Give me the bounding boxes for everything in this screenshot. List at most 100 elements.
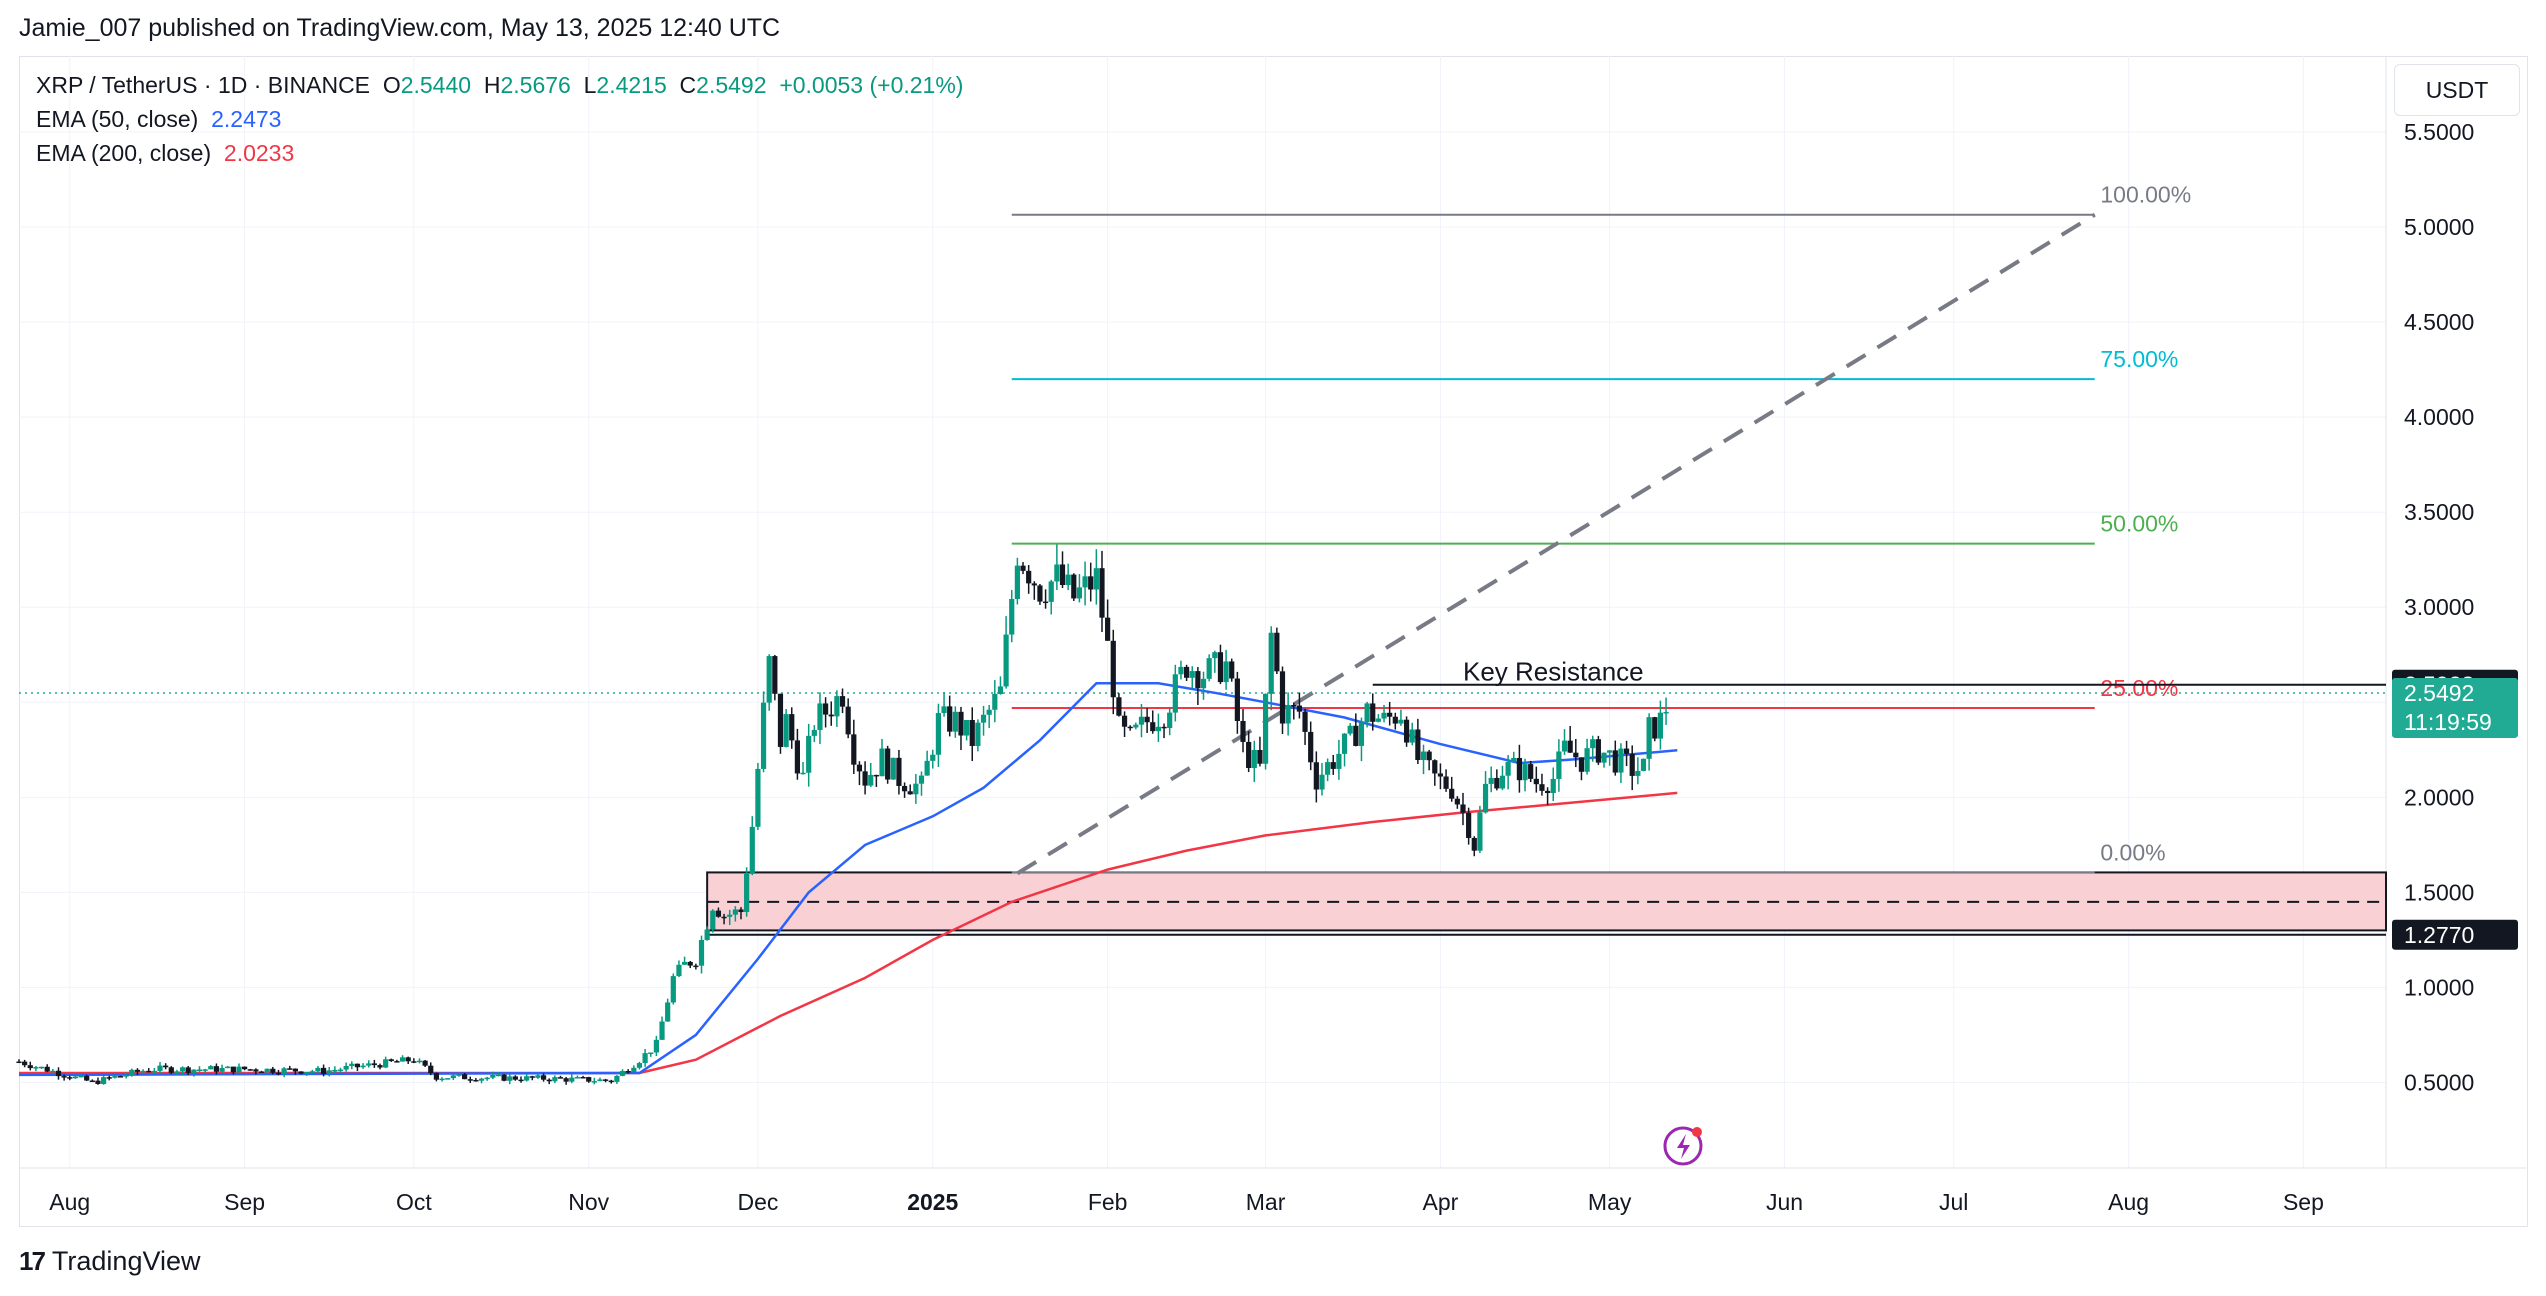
candle-body[interactable] (715, 910, 722, 917)
candle-body[interactable] (1505, 762, 1511, 776)
candle-body[interactable] (1167, 712, 1173, 729)
candle-body[interactable] (123, 1075, 129, 1077)
candle-body[interactable] (179, 1067, 186, 1072)
candle-body[interactable] (275, 1072, 282, 1075)
candle-body[interactable] (1618, 748, 1624, 773)
candle-body[interactable] (507, 1076, 513, 1081)
candle-body[interactable] (1155, 726, 1161, 732)
candle-body[interactable] (1409, 729, 1415, 743)
candle-body[interactable] (659, 1021, 665, 1040)
candle-body[interactable] (1251, 749, 1257, 769)
candle-body[interactable] (653, 1039, 659, 1053)
candle-body[interactable] (890, 757, 896, 780)
candle-body[interactable] (1234, 678, 1240, 721)
candle-body[interactable] (512, 1076, 518, 1080)
candle-body[interactable] (580, 1077, 586, 1079)
candle-body[interactable] (901, 785, 908, 792)
candle-body[interactable] (484, 1077, 490, 1080)
candle-body[interactable] (727, 914, 733, 917)
candle-body[interactable] (563, 1078, 569, 1082)
candle-body[interactable] (1533, 778, 1539, 785)
candle-body[interactable] (33, 1067, 39, 1069)
candle-body[interactable] (1065, 574, 1071, 586)
candle-body[interactable] (924, 760, 930, 776)
candle-body[interactable] (315, 1067, 321, 1072)
candle-body[interactable] (67, 1077, 73, 1079)
candle-body[interactable] (918, 775, 925, 784)
candle-body[interactable] (236, 1066, 242, 1073)
candle-body[interactable] (777, 693, 784, 747)
candle-body[interactable] (760, 702, 767, 769)
candle-body[interactable] (1370, 703, 1376, 722)
candle-body[interactable] (1223, 661, 1229, 683)
candle-body[interactable] (1308, 731, 1314, 763)
candle-body[interactable] (1437, 773, 1444, 777)
candle-body[interactable] (343, 1066, 349, 1070)
candle-body[interactable] (806, 735, 812, 773)
candle-body[interactable] (1313, 762, 1319, 790)
candle-body[interactable] (1652, 717, 1658, 739)
candle-body[interactable] (603, 1079, 609, 1081)
candle-body[interactable] (1071, 574, 1077, 599)
candle-body[interactable] (1544, 790, 1551, 794)
candle-body[interactable] (61, 1076, 67, 1078)
candle-body[interactable] (1347, 725, 1353, 734)
candle-body[interactable] (698, 939, 705, 966)
trend-line[interactable] (1016, 213, 2096, 876)
candle-body[interactable] (1110, 640, 1116, 698)
candle-body[interactable] (287, 1068, 293, 1070)
candle-body[interactable] (101, 1077, 107, 1084)
candle-body[interactable] (1184, 666, 1190, 678)
candle-body[interactable] (1640, 758, 1647, 771)
candle-body[interactable] (1127, 726, 1133, 729)
candle-body[interactable] (642, 1053, 648, 1064)
candle-body[interactable] (1522, 764, 1528, 781)
candle-body[interactable] (117, 1076, 124, 1078)
candle-body[interactable] (44, 1066, 50, 1072)
candle-body[interactable] (772, 656, 778, 694)
ema200-row[interactable]: EMA (200, close) 2.0233 (36, 136, 963, 170)
candle-body[interactable] (478, 1078, 485, 1081)
candle-body[interactable] (557, 1077, 564, 1079)
candle-body[interactable] (450, 1075, 456, 1079)
candle-body[interactable] (1528, 764, 1534, 779)
candle-body[interactable] (1601, 752, 1607, 763)
candle-body[interactable] (1161, 726, 1167, 729)
candle-body[interactable] (935, 713, 942, 755)
candle-body[interactable] (309, 1071, 315, 1073)
candle-body[interactable] (862, 771, 868, 786)
candle-body[interactable] (1466, 812, 1472, 838)
candle-body[interactable] (1358, 722, 1365, 746)
candle-body[interactable] (569, 1077, 575, 1082)
candle-body[interactable] (1302, 711, 1308, 732)
candle-body[interactable] (416, 1060, 423, 1063)
candle-body[interactable] (839, 696, 846, 707)
last-price-tag[interactable] (2392, 677, 2518, 738)
candle-body[interactable] (1561, 740, 1568, 752)
candle-body[interactable] (1629, 753, 1635, 776)
candle-body[interactable] (873, 774, 879, 777)
candle-body[interactable] (219, 1067, 225, 1072)
candle-body[interactable] (1381, 712, 1387, 719)
candle-body[interactable] (1392, 716, 1398, 724)
candle-body[interactable] (1635, 770, 1641, 776)
candle-body[interactable] (242, 1066, 248, 1070)
candle-body[interactable] (349, 1063, 355, 1067)
candle-body[interactable] (72, 1076, 79, 1079)
candle-body[interactable] (710, 910, 716, 930)
candle-body[interactable] (681, 961, 688, 965)
candle-body[interactable] (433, 1073, 440, 1080)
price-tag[interactable] (2392, 919, 2518, 950)
candle-body[interactable] (1212, 652, 1218, 659)
candle-body[interactable] (1189, 671, 1195, 678)
candle-body[interactable] (980, 714, 987, 723)
candle-body[interactable] (851, 734, 857, 765)
candle-body[interactable] (665, 1002, 671, 1022)
candle-body[interactable] (383, 1059, 389, 1068)
candle-body[interactable] (495, 1074, 502, 1077)
candle-body[interactable] (1499, 775, 1506, 789)
candle-body[interactable] (552, 1077, 558, 1082)
candle-body[interactable] (1144, 716, 1150, 723)
currency-selector-button[interactable]: USDT (2394, 64, 2520, 116)
candle-body[interactable] (1279, 671, 1286, 724)
